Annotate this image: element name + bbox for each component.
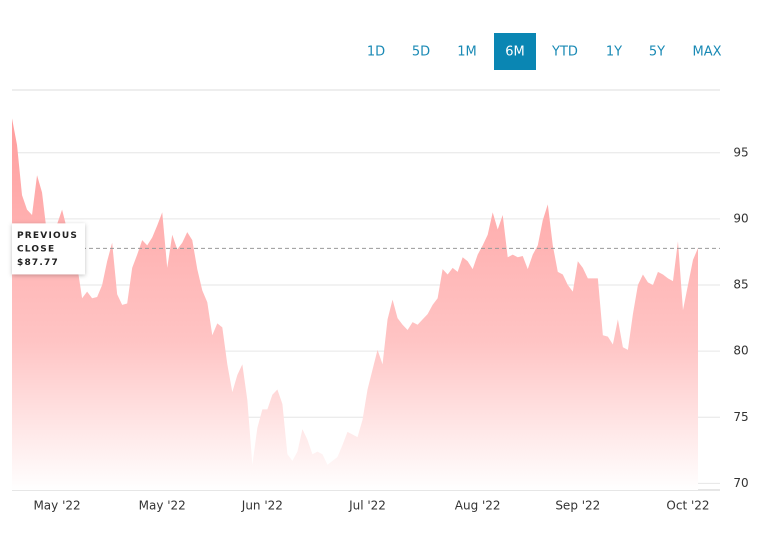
range-button-label: MAX: [692, 45, 721, 60]
range-button[interactable]: 5Y: [649, 45, 665, 60]
range-button-bg: [494, 33, 536, 70]
previous-close-value: $87.77: [17, 258, 59, 268]
x-tick-label: May '22: [33, 499, 80, 513]
range-button-label: 1Y: [606, 45, 622, 60]
previous-close-box: [12, 223, 85, 275]
previous-close-title: PREVIOUS: [17, 231, 78, 241]
y-tick-label: 85: [733, 278, 748, 292]
range-button-label: 1M: [457, 45, 477, 60]
range-button[interactable]: 1D: [367, 45, 385, 60]
range-button-label: 6M: [505, 45, 525, 60]
x-tick-label: Jul '22: [348, 499, 386, 513]
x-tick-label: Jun '22: [241, 499, 283, 513]
range-button-label: YTD: [551, 45, 578, 60]
y-tick-label: 90: [733, 211, 748, 225]
range-button[interactable]: 1M: [457, 45, 477, 60]
x-tick-label: Aug '22: [455, 499, 501, 513]
range-button[interactable]: YTD: [551, 45, 578, 60]
range-button[interactable]: 5D: [412, 45, 430, 60]
previous-close-title: CLOSE: [17, 244, 55, 254]
x-tick-label: Oct '22: [666, 499, 709, 513]
price-area: [12, 118, 698, 490]
x-tick-label: May '22: [139, 499, 186, 513]
y-tick-label: 75: [733, 410, 748, 424]
y-tick-label: 95: [733, 145, 748, 159]
x-tick-label: Sep '22: [555, 499, 600, 513]
y-tick-label: 70: [733, 476, 748, 490]
range-button[interactable]: MAX: [692, 45, 721, 60]
range-button-label: 1D: [367, 45, 385, 60]
range-button[interactable]: 6M: [494, 33, 536, 70]
range-button-label: 5Y: [649, 45, 665, 60]
range-button-label: 5D: [412, 45, 430, 60]
range-button[interactable]: 1Y: [606, 45, 622, 60]
y-tick-label: 80: [733, 344, 748, 358]
